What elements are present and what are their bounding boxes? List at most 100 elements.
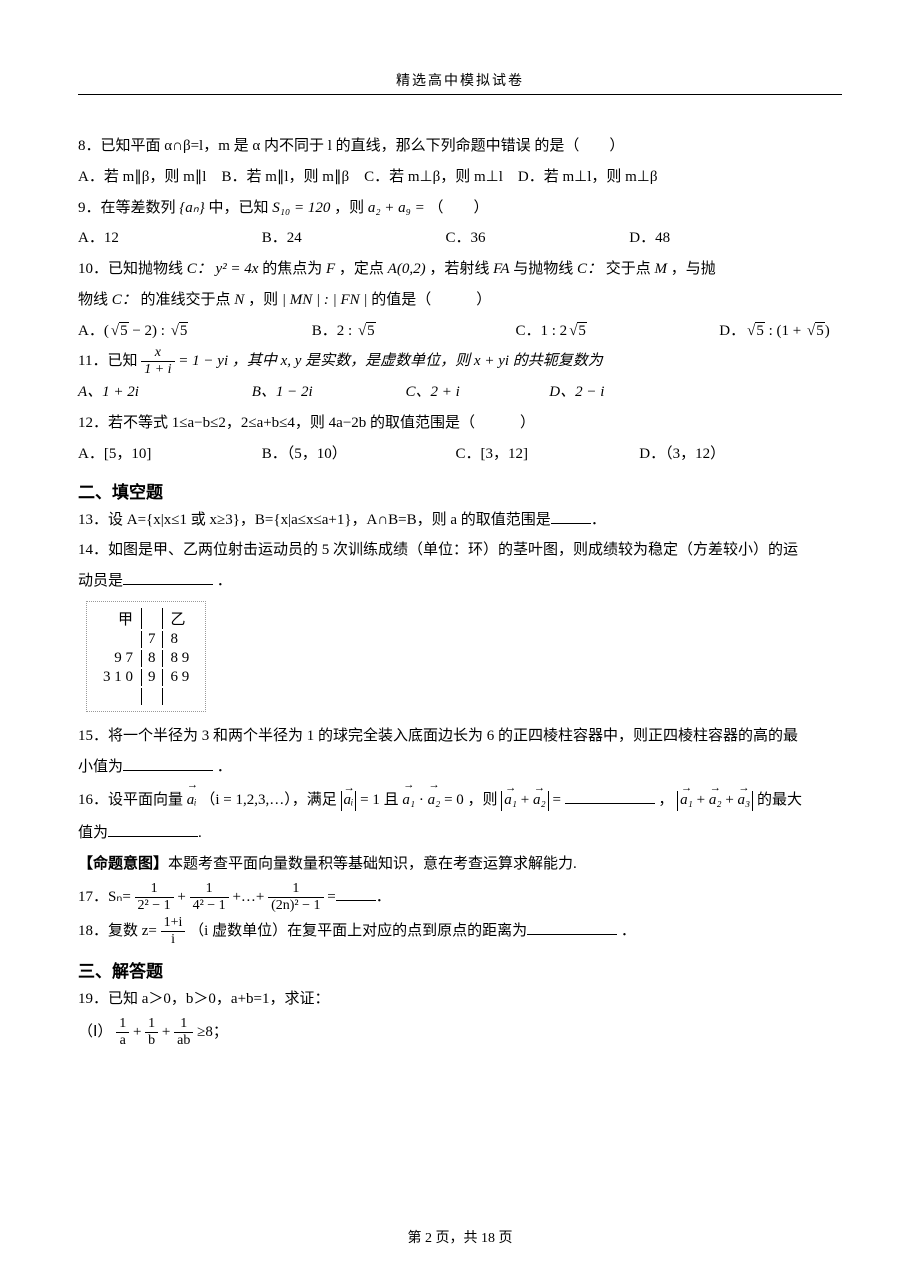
dot: · [419, 792, 424, 808]
q10-l2d: 的值是（ ） [371, 292, 491, 308]
q10-l1g: ，与抛 [671, 261, 716, 277]
q9-opt-c: C．36 [446, 223, 626, 254]
q10-opt-b: B．2 : 5 [312, 316, 512, 347]
q9-opt-b: B．24 [262, 223, 442, 254]
q9-text-c: ，则 [334, 200, 364, 216]
q10-l1b: 的焦点为 [262, 261, 322, 277]
blank [565, 788, 655, 804]
page-header: 精选高中模拟试卷 [78, 70, 842, 95]
q16-idx: （i = 1,2,3,…），满足 [200, 792, 336, 808]
q16-line1: 16．设平面向量 aᵢ （i = 1,2,3,…），满足 aᵢ = 1 且 a₁… [78, 782, 842, 818]
q11-pre: 11．已知 [78, 353, 137, 369]
footer-mid: 页，共 [432, 1231, 481, 1246]
section-3-title: 三、解答题 [78, 957, 842, 982]
q16-tail: 的最大 [757, 792, 802, 808]
row-stem: 9 [141, 669, 163, 686]
page-footer: 第 2 页，共 18 页 [0, 1227, 920, 1247]
q12-opt-d: D．（3，12） [639, 439, 725, 470]
q11-opt-c: C、2 + i [406, 377, 546, 408]
q8-options: A．若 m∥β，则 m∥l B．若 m∥l，则 m∥β C．若 m⊥β，则 m⊥… [78, 162, 842, 193]
q17: 17．Sₙ= 12² − 1 + 14² − 1 +…+ 1(2n)² − 1 … [78, 880, 842, 915]
q10-line2: 物线 C： 的准线交于点 N ，则 | MN | : | FN | 的值是（ ） [78, 285, 842, 316]
vector-a2: a₂ [428, 782, 441, 818]
section-2-title: 二、填空题 [78, 478, 842, 503]
frac-n: 1(2n)² − 1 [268, 882, 323, 913]
q10-l2a: 物线 [78, 292, 108, 308]
q19-stem: 19．已知 a＞0，b＞0，a+b=1，求证： [78, 984, 842, 1015]
q9-opt-a: A．12 [78, 223, 258, 254]
footer-pre: 第 [408, 1231, 426, 1246]
q9-text-a: 9．在等差数列 [78, 200, 176, 216]
stem-leaf-plot: 甲 乙 7 8 9 7 8 8 9 3 1 0 9 6 9 [86, 601, 206, 712]
q9-stem: 9．在等差数列 {aₙ} 中，已知 S₁₀ = 120 ，则 a₂ + a₉ =… [78, 193, 842, 224]
page: 精选高中模拟试卷 8．已知平面 α∩β=l，m 是 α 内不同于 l 的直线，那… [0, 0, 920, 1273]
q10-C2: C： [577, 261, 602, 277]
footer-page: 2 [425, 1231, 432, 1246]
row-left: 9 7 [97, 650, 139, 667]
q12-options: A．[5，10] B．（5，10） C．[3，12] D．（3，12） [78, 439, 842, 470]
q10-C3: C： [112, 292, 137, 308]
q16-line2: 值为. [78, 818, 842, 849]
q11-stem: 11．已知 x 1 + i = 1 − yi ，其中 x, y 是实数，是虚数单… [78, 346, 842, 377]
q13-text: 13．设 A={x|x≤1 或 x≥3}，B={x|a≤x≤a+1}，A∩B=B… [78, 512, 551, 528]
vector-ai: aᵢ [187, 782, 197, 818]
q16-eq0: = 0 ，则 [444, 792, 501, 808]
q10-opt-d: D．5 : (1 + 5) [719, 316, 829, 347]
q10-opt-c: C．1 : 25 [516, 316, 716, 347]
q16-l2: 值为 [78, 825, 108, 841]
comma: ， [658, 792, 673, 808]
q15-line1: 15．将一个半径为 3 和两个半径为 1 的球完全装入底面边长为 6 的正四棱柱… [78, 721, 842, 752]
q9-text-b: 中，已知 [209, 200, 269, 216]
q10-N: N [234, 292, 244, 308]
frac-2: 14² − 1 [190, 882, 229, 913]
abs-sum12: a₁ + a₂ [501, 791, 548, 811]
row-stem: 8 [141, 650, 163, 667]
q18: 18．复数 z= 1+ii （i 虚数单位）在复平面上对应的点到原点的距离为 ． [78, 914, 842, 949]
q8-stem: 8．已知平面 α∩β=l，m 是 α 内不同于 l 的直线，那么下列命题中错误 … [78, 131, 842, 162]
q9-cond: S₁₀ = 120 [272, 200, 330, 216]
eq: = [552, 792, 564, 808]
abs-sum123: a₁ + a₂ + a₃ [677, 791, 753, 811]
frac-1b: 1b [145, 1017, 158, 1048]
q9-opt-d: D．48 [629, 223, 670, 254]
q10-l1d: ，若射线 [429, 261, 489, 277]
row-left: 3 1 0 [97, 669, 139, 686]
q10-F: F [326, 261, 335, 277]
stem-leaf-table: 甲 乙 7 8 9 7 8 8 9 3 1 0 9 6 9 [95, 606, 197, 707]
q16-pre: 16．设平面向量 [78, 792, 183, 808]
q19-p1-post: ≥8； [197, 1024, 228, 1040]
blank [527, 919, 617, 935]
remark-text: 本题考查平面向量数量积等基础知识，意在考查运算求解能力. [168, 856, 577, 872]
q10-line1: 10．已知抛物线 C： y² = 4x 的焦点为 F ，定点 A(0,2) ，若… [78, 254, 842, 285]
abs-ai: aᵢ [341, 791, 357, 811]
q10-M: M [655, 261, 668, 277]
q12-opt-a: A．[5，10] [78, 439, 258, 470]
blank [123, 569, 213, 585]
q10-C: C： [187, 261, 212, 277]
blank [108, 821, 198, 837]
q19-part1: （Ⅰ） 1a + 1b + 1ab ≥8； [78, 1015, 842, 1050]
q16-remark: 【命题意图】本题考查平面向量数量积等基础知识，意在考查运算求解能力. [78, 849, 842, 880]
row-left [97, 631, 139, 648]
q10-A: A(0,2) [388, 261, 426, 277]
q12-stem: 12．若不等式 1≤a−b≤2，2≤a+b≤4，则 4a−2b 的取值范围是（ … [78, 408, 842, 439]
q11-opt-a: A、1 + 2i [78, 377, 248, 408]
q10-l2c: ，则 [248, 292, 278, 308]
q11-opt-b: B、1 − 2i [252, 377, 402, 408]
vector-a1: a₁ [402, 782, 415, 818]
q9-text-d: （ ） [429, 200, 489, 216]
frac-1a: 1a [116, 1017, 129, 1048]
q15-l2: 小值为 [78, 759, 123, 775]
stemleaf-head-right: 乙 [165, 608, 196, 629]
footer-post: 页 [495, 1231, 513, 1246]
frac-z: 1+ii [161, 916, 186, 947]
remark-head: 【命题意图】 [78, 856, 168, 872]
row-right: 6 9 [165, 669, 196, 686]
q9-options: A．12 B．24 C．36 D．48 [78, 223, 842, 254]
q18-post: （i 虚数单位）在复平面上对应的点到原点的距离为 [189, 923, 527, 939]
stemleaf-head-left: 甲 [97, 608, 139, 629]
q10-l1e: 与抛物线 [513, 261, 573, 277]
q12-opt-b: B．（5，10） [262, 439, 452, 470]
q14-line1: 14．如图是甲、乙两位射击运动员的 5 次训练成绩（单位：环）的茎叶图，则成绩较… [78, 535, 842, 566]
q18-pre: 18．复数 z= [78, 923, 157, 939]
